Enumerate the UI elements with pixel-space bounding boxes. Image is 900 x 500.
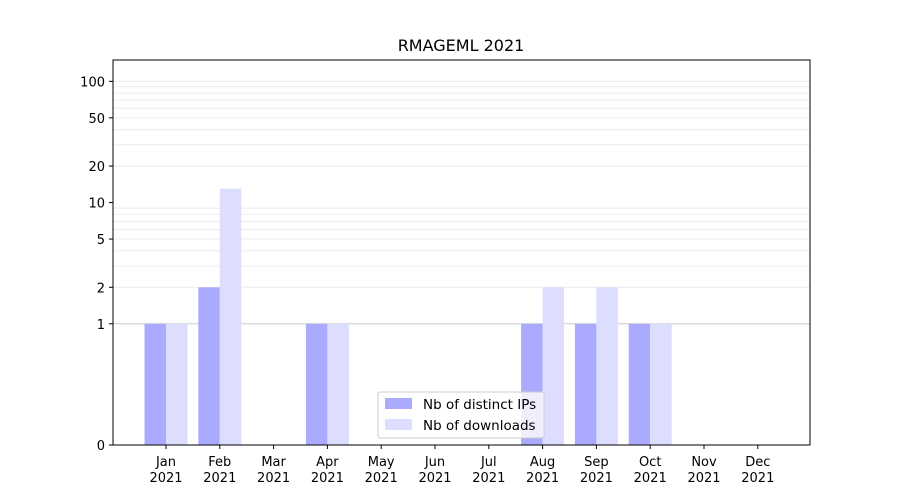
chart-title: RMAGEML 2021: [398, 36, 525, 55]
y-tick-label: 50: [88, 112, 105, 127]
bar: [628, 323, 651, 445]
x-tick-label: Jan 2021: [149, 455, 182, 486]
legend-label-distinct-ips: Nb of distinct IPs: [423, 397, 536, 413]
x-tick-label: Apr 2021: [311, 455, 344, 486]
x-tick-label: Oct 2021: [634, 455, 667, 486]
y-tick-label: 1: [97, 318, 105, 333]
x-tick-label: May 2021: [365, 455, 398, 486]
x-tick-label: Dec 2021: [741, 455, 774, 486]
bar: [198, 287, 220, 445]
y-tick-label: 10: [88, 197, 105, 212]
x-tick-label: Mar 2021: [257, 455, 290, 486]
bar: [542, 287, 565, 445]
bar: [144, 323, 166, 445]
x-axis: Jan 2021 Feb 2021 Mar 2021 Apr 2021 May 2021 Jun 20…: [149, 445, 774, 486]
x-tick-label: Nov 2021: [687, 455, 720, 486]
legend-label-downloads: Nb of downloads: [423, 418, 536, 434]
y-tick-label: 5: [97, 233, 105, 248]
bar: [305, 323, 328, 445]
x-tick-label: Feb 2021: [203, 455, 236, 486]
bar: [327, 323, 349, 445]
x-tick-label: Aug 2021: [526, 455, 559, 486]
y-tick-label: 100: [80, 75, 105, 90]
y-tick-label: 0: [97, 439, 105, 454]
bar: [574, 323, 597, 445]
legend: Nb of distinct IPs Nb of downloads: [377, 391, 545, 439]
bars: [144, 188, 672, 445]
bar: [166, 323, 188, 445]
x-tick-label: Sep 2021: [580, 455, 613, 486]
bar: [650, 323, 672, 445]
y-axis: 0 1 2 5 10 20 50 100: [80, 75, 113, 454]
x-tick-label: Jun 2021: [418, 455, 451, 486]
legend-swatch-distinct-ips: [385, 398, 412, 409]
bar: [596, 287, 618, 445]
bar: [219, 188, 242, 445]
legend-box: [377, 391, 545, 439]
y-tick-label: 20: [88, 160, 105, 175]
y-tick-label: 2: [97, 281, 105, 296]
legend-swatch-downloads: [385, 419, 412, 430]
plot-frame: [112, 59, 811, 446]
x-tick-label: Jul 2021: [472, 455, 505, 486]
